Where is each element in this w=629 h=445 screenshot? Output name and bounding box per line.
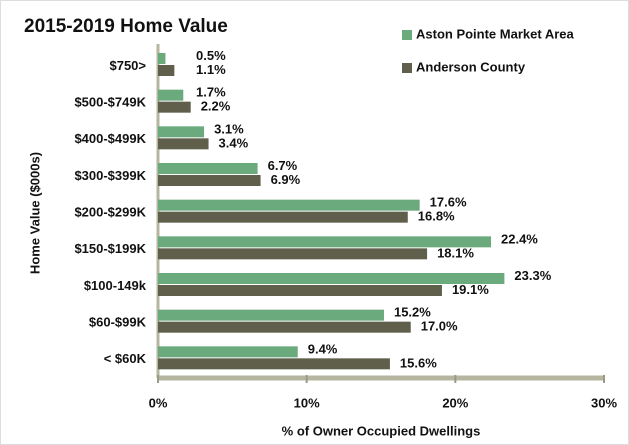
bar <box>158 211 408 223</box>
data-label: 17.6% <box>430 195 467 210</box>
data-label: 22.4% <box>501 231 538 246</box>
data-label: 15.2% <box>394 305 431 320</box>
y-tick-label: $100-149k <box>84 278 147 293</box>
bar <box>158 236 492 248</box>
bar <box>158 346 298 358</box>
bar <box>158 126 205 138</box>
bar <box>158 358 390 370</box>
bar <box>158 199 420 211</box>
data-label: 2.2% <box>201 99 231 114</box>
y-axis-label: Home Value ($000s) <box>27 152 42 274</box>
bar <box>158 175 261 186</box>
y-tick-label: $150-$199K <box>74 241 146 256</box>
data-label: 17.0% <box>421 319 458 334</box>
data-label: 6.7% <box>268 158 298 173</box>
data-label: 19.1% <box>452 282 489 297</box>
x-tick-label: 0% <box>149 395 168 410</box>
bar <box>158 101 191 113</box>
data-label: 18.1% <box>437 245 474 260</box>
bar <box>158 285 442 296</box>
y-tick-label: $400-$499K <box>74 131 146 146</box>
data-label: 6.9% <box>271 172 301 187</box>
bar <box>158 163 258 174</box>
legend-swatch <box>402 30 412 40</box>
chart-title: 2015-2019 Home Value <box>24 16 228 37</box>
legend-label: Aston Pointe Market Area <box>416 26 574 41</box>
bar <box>158 321 411 333</box>
y-tick-label: $60-$99K <box>89 314 147 329</box>
bar <box>158 248 428 260</box>
x-axis-label: % of Owner Occupied Dwellings <box>282 423 481 438</box>
legend-swatch <box>402 63 412 73</box>
data-label: 3.1% <box>214 121 244 136</box>
x-tick-label: 20% <box>442 395 468 410</box>
data-label: 23.3% <box>514 268 551 283</box>
data-label: 15.6% <box>400 355 437 370</box>
x-tick-label: 30% <box>591 395 617 410</box>
data-label: 1.7% <box>196 85 226 100</box>
y-tick-label: < $60K <box>104 351 147 366</box>
data-label: 0.5% <box>196 48 226 63</box>
data-label: 3.4% <box>219 135 249 150</box>
bar <box>158 65 175 76</box>
y-tick-label: $300-$399K <box>74 168 146 183</box>
data-label: 1.1% <box>196 62 226 77</box>
bar <box>158 273 505 284</box>
y-tick-label: $500-$749K <box>74 94 146 109</box>
bar <box>158 309 384 321</box>
y-tick-label: $200-$299K <box>74 204 146 219</box>
x-tick-label: 10% <box>294 395 320 410</box>
y-tick-label: $750> <box>109 58 146 73</box>
data-label: 9.4% <box>308 341 338 356</box>
legend-label: Anderson County <box>416 59 526 74</box>
data-label: 16.8% <box>418 209 455 224</box>
bar <box>158 89 184 101</box>
bar <box>158 53 166 64</box>
bar <box>158 138 209 150</box>
